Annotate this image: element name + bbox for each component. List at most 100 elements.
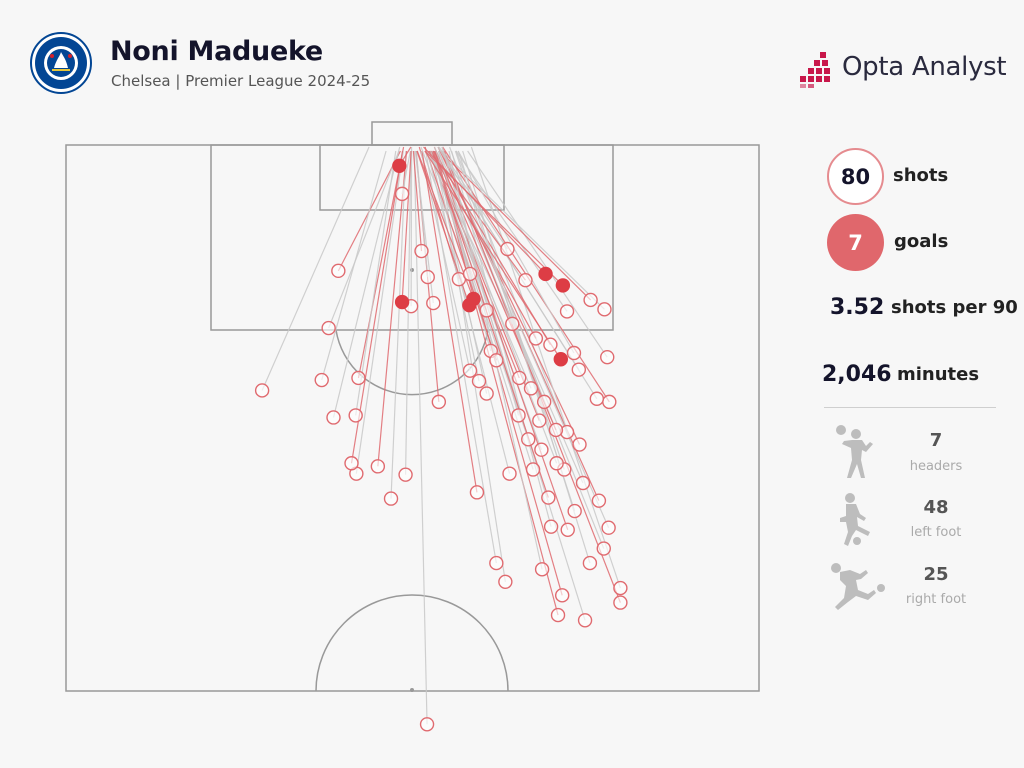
shots-count-badge: 80 (827, 148, 884, 205)
shot-line (412, 150, 423, 252)
shot-marker (582, 555, 598, 571)
goal-marker (394, 294, 410, 310)
goal-marker (538, 266, 553, 282)
centre-circle (315, 594, 509, 692)
shot-marker (548, 422, 564, 438)
shot-marker (419, 717, 435, 732)
shot-marker (351, 370, 366, 386)
shot-line (377, 150, 408, 467)
shot-line (467, 150, 608, 358)
shot-line (424, 150, 562, 360)
shot-marker (528, 331, 544, 346)
shot-line (442, 150, 610, 528)
shot-marker (462, 266, 478, 282)
shot-marker (560, 522, 575, 537)
shot-line (424, 150, 564, 286)
headers-count: 7 (929, 430, 943, 451)
shot-marker (572, 437, 587, 452)
shot-line (421, 150, 478, 493)
shot-marker (498, 574, 513, 589)
shot-marker (471, 373, 487, 389)
shot-marker (559, 304, 575, 319)
shot-marker (370, 459, 386, 474)
right-foot-icon (831, 563, 885, 610)
shot-marker (398, 467, 413, 482)
shot-marker (383, 491, 399, 506)
shot-marker (543, 519, 559, 534)
shot-marker (479, 386, 494, 401)
opta-analyst-logo: Opta Analyst (796, 48, 1011, 92)
shot-line (261, 146, 370, 391)
shot-marker (597, 302, 612, 317)
goal-marker (466, 291, 481, 307)
shot-marker (505, 316, 520, 332)
shot-marker (314, 372, 329, 388)
shot-line (328, 150, 400, 329)
shot-line (424, 146, 497, 361)
shot-line (457, 150, 575, 354)
shots-label: shots (893, 165, 949, 186)
shot-marker (321, 320, 336, 336)
headers-label: headers (909, 459, 963, 474)
shot-marker (469, 485, 485, 500)
shot-line (418, 146, 460, 280)
shot-line (401, 150, 411, 194)
left-foot-count: 48 (923, 497, 949, 518)
shot-marker (326, 410, 341, 425)
shot-marker (601, 520, 616, 535)
shot-marker (591, 493, 607, 508)
shot-marker (613, 595, 628, 610)
goal-marker (553, 352, 569, 367)
shot-marker (344, 456, 359, 471)
shot-marker (534, 442, 549, 457)
shot-line (404, 150, 412, 475)
shot-marker (613, 580, 628, 596)
goals-count-badge: 7 (827, 214, 884, 271)
shots-per-90-value: 3.52 (830, 295, 885, 320)
minutes-label: minutes (897, 364, 980, 385)
opta-mark-icon (800, 52, 830, 88)
shot-marker (502, 466, 517, 481)
goals-count: 7 (848, 230, 863, 255)
shot-marker (549, 456, 564, 471)
shot-marker (523, 381, 539, 396)
shot-line (426, 150, 511, 474)
shot-marker (600, 349, 615, 365)
shot-line (433, 146, 557, 431)
shot-line (332, 146, 401, 418)
shot-line (321, 150, 387, 381)
page-title: Noni Madueke (110, 36, 323, 67)
shot-marker (602, 394, 617, 410)
shot-line (424, 146, 497, 564)
shot-marker (489, 555, 504, 571)
stats-divider (824, 407, 996, 408)
shot-marker (566, 345, 582, 361)
penalty-spot (410, 268, 414, 272)
left-foot-label: left foot (910, 525, 962, 540)
shot-marker (479, 303, 494, 318)
shot-marker (254, 383, 270, 398)
shot-marker (414, 243, 429, 259)
shot-line (390, 150, 407, 499)
shot-marker (571, 362, 587, 377)
shot-marker (534, 562, 550, 577)
shot-marker (567, 503, 582, 519)
shot-marker (554, 588, 570, 603)
goal (371, 121, 453, 146)
shot-marker (348, 408, 363, 423)
shot-line (433, 146, 558, 464)
shot-marker (426, 295, 441, 311)
shot-marker (525, 462, 541, 477)
shot-marker (431, 394, 447, 410)
shot-marker (521, 432, 536, 447)
shot-marker (583, 292, 598, 308)
right-foot-label: right foot (905, 592, 967, 607)
shot-marker (541, 490, 556, 505)
goal-marker (392, 158, 407, 174)
goals-label: goals (894, 231, 949, 252)
shot-line (441, 150, 605, 310)
shots-count: 80 (840, 164, 871, 189)
right-foot-count: 25 (923, 564, 949, 585)
shot-line (439, 150, 592, 301)
